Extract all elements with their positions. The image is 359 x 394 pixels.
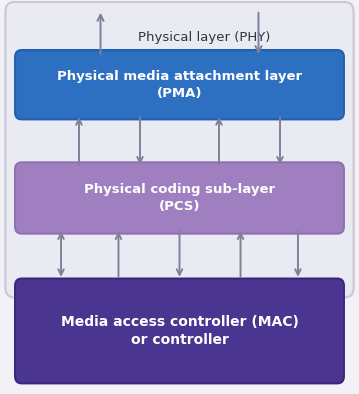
- Text: Physical layer (PHY): Physical layer (PHY): [139, 31, 271, 44]
- FancyBboxPatch shape: [15, 162, 344, 234]
- Text: Media access controller (MAC)
or controller: Media access controller (MAC) or control…: [61, 315, 298, 347]
- FancyBboxPatch shape: [5, 2, 354, 297]
- Text: Physical coding sub-layer
(PCS): Physical coding sub-layer (PCS): [84, 183, 275, 213]
- Text: Physical media attachment layer
(PMA): Physical media attachment layer (PMA): [57, 70, 302, 100]
- FancyBboxPatch shape: [15, 279, 344, 383]
- FancyBboxPatch shape: [15, 50, 344, 119]
